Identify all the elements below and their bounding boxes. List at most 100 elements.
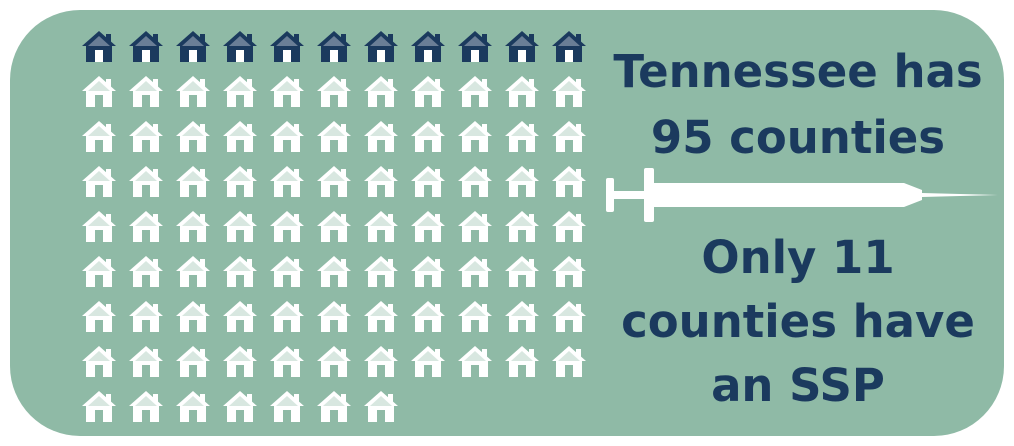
house-icon [409, 163, 447, 201]
county-house-grid [80, 28, 600, 428]
house-icon [503, 298, 541, 336]
house-icon [127, 208, 165, 246]
house-icon [362, 28, 400, 66]
house-icon [80, 163, 118, 201]
house-icon [268, 343, 306, 381]
house-icon [409, 28, 447, 66]
house-icon [456, 253, 494, 291]
house-icon [550, 163, 588, 201]
house-icon [221, 118, 259, 156]
house-icon [503, 28, 541, 66]
house-icon [127, 253, 165, 291]
house-icon [268, 163, 306, 201]
house-icon [315, 298, 353, 336]
house-icon [174, 73, 212, 111]
house-icon [315, 118, 353, 156]
house-icon [80, 73, 118, 111]
house-icon [174, 28, 212, 66]
house-icon [221, 298, 259, 336]
house-icon [550, 73, 588, 111]
house-icon [550, 28, 588, 66]
house-icon [456, 28, 494, 66]
house-icon [315, 253, 353, 291]
house-icon [550, 343, 588, 381]
house-icon [268, 253, 306, 291]
house-icon [362, 163, 400, 201]
house-icon [362, 298, 400, 336]
house-icon [174, 208, 212, 246]
house-icon [127, 73, 165, 111]
house-icon [80, 343, 118, 381]
house-icon [456, 118, 494, 156]
house-icon [550, 253, 588, 291]
infographic-card: Tennessee has 95 counties Only 11 counti… [10, 10, 1004, 436]
house-icon [80, 28, 118, 66]
house-icon [456, 163, 494, 201]
house-icon [80, 253, 118, 291]
house-icon [221, 73, 259, 111]
house-icon [362, 118, 400, 156]
house-icon [503, 118, 541, 156]
house-icon [503, 253, 541, 291]
house-icon [268, 73, 306, 111]
house-icon [127, 28, 165, 66]
headline-line-2: 95 counties [650, 111, 946, 164]
house-icon [362, 208, 400, 246]
house-icon [268, 388, 306, 426]
house-icon [221, 28, 259, 66]
syringe-icon [600, 162, 1000, 228]
house-icon [268, 118, 306, 156]
house-icon [362, 343, 400, 381]
house-icon [221, 163, 259, 201]
house-icon [409, 73, 447, 111]
house-icon [409, 343, 447, 381]
house-icon [174, 163, 212, 201]
ssp-text-line-1: Only 11 [701, 231, 895, 284]
house-icon [221, 253, 259, 291]
house-icon [127, 298, 165, 336]
house-icon [127, 118, 165, 156]
house-icon [80, 298, 118, 336]
house-icon [362, 388, 400, 426]
headline-line-1: Tennessee has [613, 45, 983, 98]
house-icon [362, 253, 400, 291]
house-icon [315, 343, 353, 381]
house-icon [221, 388, 259, 426]
house-icon [409, 118, 447, 156]
house-icon [268, 298, 306, 336]
house-icon [503, 343, 541, 381]
house-icon [174, 253, 212, 291]
house-icon [174, 118, 212, 156]
house-icon [268, 28, 306, 66]
house-icon [174, 298, 212, 336]
house-icon [127, 163, 165, 201]
house-icon [409, 298, 447, 336]
house-icon [409, 208, 447, 246]
house-icon [80, 388, 118, 426]
house-icon [268, 208, 306, 246]
ssp-text-line-2: counties have [621, 295, 975, 348]
house-icon [456, 73, 494, 111]
house-icon [409, 253, 447, 291]
house-icon [550, 298, 588, 336]
house-icon [221, 343, 259, 381]
house-icon [315, 388, 353, 426]
house-icon [221, 208, 259, 246]
house-icon [456, 208, 494, 246]
house-icon [315, 73, 353, 111]
house-icon [315, 208, 353, 246]
house-icon [550, 208, 588, 246]
ssp-text-line-3: an SSP [711, 359, 885, 412]
house-icon [550, 118, 588, 156]
house-icon [503, 208, 541, 246]
house-icon [174, 343, 212, 381]
house-icon [503, 163, 541, 201]
house-icon [127, 388, 165, 426]
house-icon [174, 388, 212, 426]
house-icon [80, 118, 118, 156]
house-icon [127, 343, 165, 381]
house-icon [362, 73, 400, 111]
house-icon [315, 28, 353, 66]
house-icon [456, 298, 494, 336]
house-icon [80, 208, 118, 246]
